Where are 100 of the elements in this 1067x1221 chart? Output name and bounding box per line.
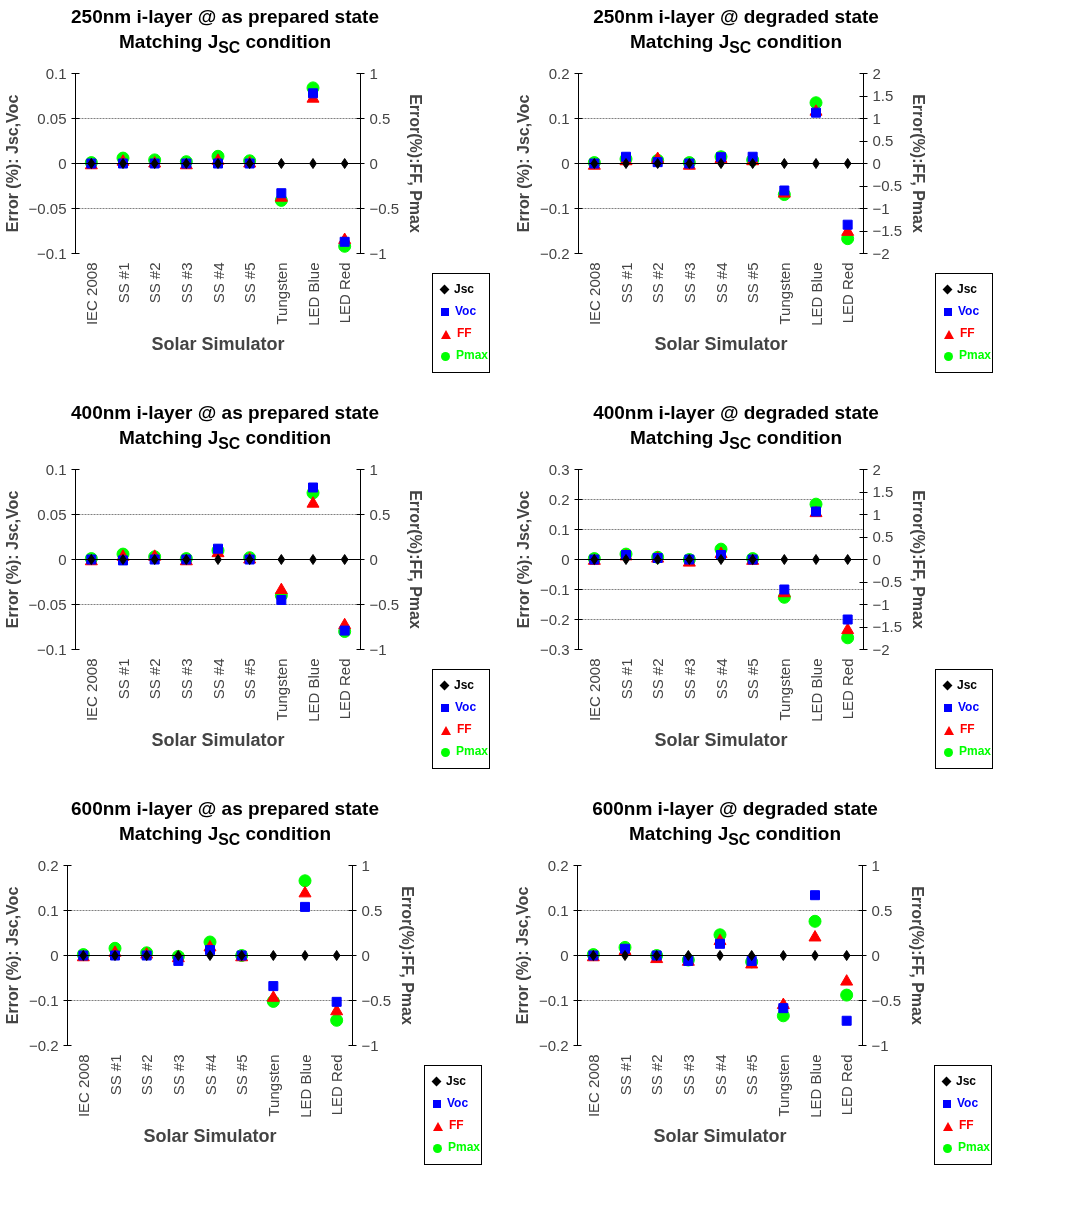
y2-axis-title: Error(%):FF, Pmax: [910, 490, 928, 629]
y2-tick-label: −1.5: [872, 618, 903, 635]
y2-tick-label: 0: [872, 550, 881, 568]
y2-tick-label: 0.5: [369, 109, 391, 127]
legend-label: Jsc: [454, 282, 475, 296]
x-tick-label: SS #3: [680, 262, 698, 304]
y-tick-label: −0.2: [28, 1036, 59, 1054]
chart-subtitle: Matching J$_{SC}$ condition: [119, 30, 331, 56]
y2-tick-label: 2: [872, 64, 881, 82]
x-tick-label: LED Blue: [304, 262, 322, 326]
x-tick-label: LED Blue: [807, 262, 825, 326]
y2-tick-label: 0: [872, 154, 881, 172]
x-axis-title: Solar Simulator: [654, 333, 788, 354]
x-tick-label: SS #4: [712, 262, 730, 304]
chart-subtitle: Matching J$_{SC}$ condition: [629, 822, 841, 848]
x-tick-label: SS #4: [711, 1054, 729, 1096]
y2-axis-title: Error(%):FF, Pmax: [910, 94, 928, 233]
x-tick-label: LED Blue: [806, 1054, 824, 1118]
y2-tick-label: −0.5: [369, 595, 400, 613]
y-axis-title: Error (%): Jsc,Voc: [3, 886, 21, 1025]
x-tick-label: SS #4: [201, 1054, 219, 1096]
x-tick-label: LED Red: [328, 1054, 346, 1116]
legend-label: Pmax: [448, 1140, 481, 1155]
legend-label: Pmax: [456, 744, 489, 759]
y-tick-label: 0.05: [37, 109, 67, 127]
x-tick-label: LED Blue: [304, 658, 322, 722]
chart-subtitle: Matching J$_{SC}$ condition: [630, 426, 842, 452]
x-tick-label: SS #5: [233, 1054, 251, 1096]
y-tick-label: 0: [58, 550, 67, 568]
y2-tick-label: −0.5: [369, 199, 400, 217]
y2-tick-label: 0: [369, 154, 378, 172]
y2-tick-label: 2: [872, 460, 881, 478]
y-tick-label: 0.05: [37, 505, 67, 523]
x-tick-label: Tungsten: [774, 1054, 792, 1117]
x-tick-label: IEC 2008: [584, 1054, 602, 1118]
y2-tick-label: 0.5: [872, 528, 894, 545]
y2-tick-label: 1: [361, 856, 370, 874]
x-tick-label: IEC 2008: [585, 658, 603, 722]
y-tick-label: −0.2: [539, 244, 570, 262]
x-tick-label: Tungsten: [775, 262, 793, 325]
y2-axis-title: Error(%):FF, Pmax: [399, 886, 417, 1025]
legend-label: FF: [457, 722, 472, 737]
legend-label: FF: [449, 1118, 464, 1133]
x-tick-label: SS #5: [744, 262, 762, 304]
y-tick-label: 0.3: [548, 460, 570, 478]
y-axis-title: Error (%): Jsc,Voc: [514, 490, 532, 629]
y2-tick-label: −1: [361, 1036, 379, 1054]
chart-subtitle: Matching J$_{SC}$ condition: [119, 426, 331, 452]
x-tick-label: SS #1: [617, 658, 635, 700]
x-tick-label: IEC 2008: [82, 658, 100, 722]
x-tick-label: Tungsten: [272, 262, 290, 325]
y-tick-label: 0.1: [45, 460, 67, 478]
x-tick-label: SS #5: [241, 262, 259, 304]
y-tick-label: −0.1: [538, 991, 569, 1009]
y2-tick-label: 0.5: [369, 505, 391, 523]
y-tick-label: −0.1: [36, 640, 67, 658]
x-axis-title: Solar Simulator: [654, 729, 788, 750]
y2-tick-label: −1: [369, 244, 387, 262]
x-tick-label: Tungsten: [264, 1054, 282, 1117]
y2-tick-label: −0.5: [872, 177, 903, 194]
legend-label: Pmax: [959, 744, 992, 759]
y2-tick-label: 0.5: [871, 901, 893, 919]
y-tick-label: −0.1: [539, 580, 570, 598]
chart-title: 600nm i-layer @ degraded state: [592, 798, 878, 819]
x-tick-label: Tungsten: [272, 658, 290, 721]
y2-tick-label: −2: [872, 244, 890, 262]
x-tick-label: SS #1: [617, 262, 635, 304]
legend-label: Pmax: [456, 348, 489, 363]
y2-tick-label: −1.5: [872, 222, 903, 239]
x-axis-title: Solar Simulator: [143, 1125, 277, 1146]
legend-label: Pmax: [958, 1140, 991, 1155]
y-tick-label: 0.1: [548, 109, 570, 127]
x-tick-label: SS #2: [649, 262, 667, 304]
y-tick-label: −0.2: [538, 1036, 569, 1054]
x-tick-label: SS #2: [138, 1054, 156, 1096]
y-tick-label: 0.1: [547, 901, 569, 919]
legend-label: FF: [960, 722, 975, 737]
y2-tick-label: 0.5: [361, 901, 383, 919]
y-tick-label: 0: [560, 946, 569, 964]
x-tick-label: SS #5: [743, 1054, 761, 1096]
x-tick-label: LED Red: [839, 262, 857, 324]
y2-tick-label: −0.5: [872, 573, 903, 590]
y-tick-label: 0.2: [547, 856, 569, 874]
chart-title: 250nm i-layer @ degraded state: [593, 6, 879, 27]
y-tick-label: 0.1: [45, 64, 67, 82]
y-tick-label: 0: [561, 550, 570, 568]
y2-axis-title: Error(%):FF, Pmax: [909, 886, 927, 1025]
x-tick-label: SS #3: [680, 658, 698, 700]
y2-tick-label: 1: [872, 505, 881, 523]
legend-label: FF: [959, 1118, 974, 1133]
legend-label: FF: [457, 326, 472, 341]
y-tick-label: 0: [561, 154, 570, 172]
x-tick-label: SS #5: [744, 658, 762, 700]
legend-label: Voc: [958, 304, 980, 319]
y-axis-title: Error (%): Jsc,Voc: [513, 886, 531, 1025]
x-axis-title: Solar Simulator: [151, 333, 285, 354]
y2-tick-label: −2: [872, 640, 890, 658]
x-axis-title: Solar Simulator: [653, 1125, 787, 1146]
y-tick-label: −0.05: [28, 199, 67, 217]
y2-tick-label: 1: [872, 109, 881, 127]
